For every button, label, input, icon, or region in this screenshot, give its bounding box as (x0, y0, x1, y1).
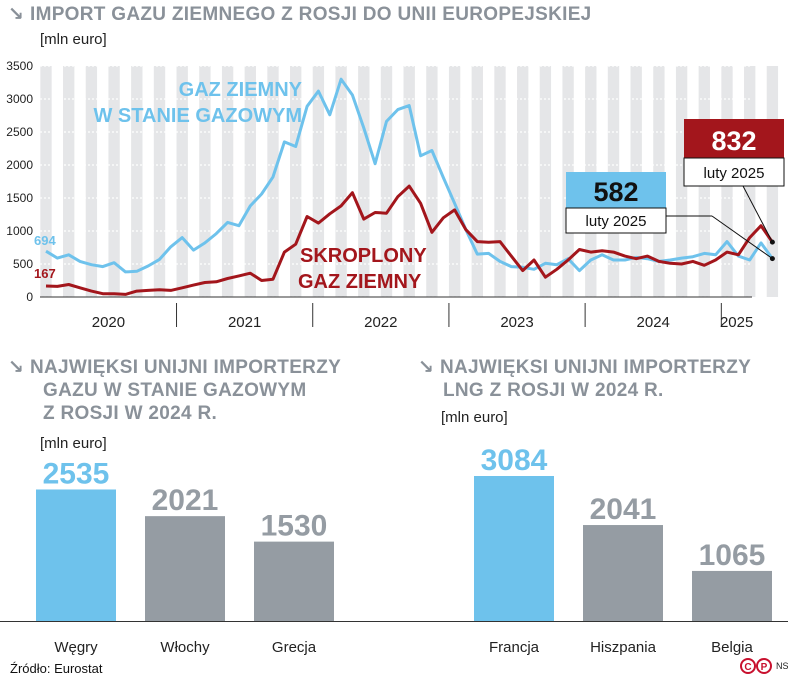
bar-category-label: Hiszpania (590, 639, 657, 656)
bar-value-label: 1530 (261, 510, 328, 543)
callout-box-gas (566, 172, 666, 208)
bar-value-label: 2041 (590, 493, 657, 526)
month-stripe (471, 66, 483, 297)
bar-category-label: Francja (489, 639, 540, 656)
callout-leader-lng (742, 185, 773, 243)
bar-category-label: Belgia (711, 639, 753, 656)
month-stripe (221, 66, 234, 297)
series-name-lng-line-1: SKROPLONY (300, 245, 427, 267)
series-line-lng (45, 184, 774, 296)
x-year-label: 2021 (228, 314, 261, 331)
y-tick-label: 500 (13, 257, 33, 271)
bar-chart-lng: 3084 Francja 2041 Hiszpania 1065 Belgia (400, 444, 788, 656)
left-unit-label: [mln euro] (40, 435, 107, 452)
right-title-line-1: NAJWIĘKSI UNIJNI IMPORTERZY (440, 357, 752, 378)
month-stripe (403, 66, 415, 297)
month-stripe (63, 66, 75, 297)
month-stripe (153, 66, 166, 297)
month-stripe (85, 66, 98, 297)
bar-węgry (36, 489, 116, 621)
bar-francja (474, 476, 554, 621)
left-panel-title: ↘ NAJWIĘKSI UNIJNI IMPORTERZY GAZU W STAN… (8, 356, 341, 425)
right-unit-label: [mln euro] (441, 409, 508, 426)
x-year-label: 2020 (92, 314, 125, 331)
month-stripe (448, 66, 461, 297)
left-title-line-1: NAJWIĘKSI UNIJNI IMPORTERZY (30, 357, 342, 378)
copyright-logo-icon: C P (740, 658, 772, 674)
month-stripe (176, 66, 188, 297)
callout-value-gas: 582 (593, 177, 638, 207)
start-value-gas: 694 (34, 233, 56, 248)
month-stripe (131, 66, 143, 297)
callout-date-box-lng (683, 157, 785, 187)
svg-text:C: C (744, 662, 751, 673)
x-year-label: 2024 (637, 314, 670, 331)
series-line-gas (45, 77, 774, 274)
callout-value-lng: 832 (711, 126, 756, 156)
y-tick-label: 2000 (6, 158, 33, 172)
y-tick-label: 2500 (6, 125, 33, 139)
source-note: Źródło: Eurostat (10, 661, 103, 676)
left-title-line-2: GAZU W STANIE GAZOWYM (43, 380, 307, 401)
credit-logo: C P NS (740, 657, 788, 675)
main-title-text: IMPORT GAZU ZIEMNEGO Z ROSJI DO UNII EUR… (30, 4, 592, 25)
callout-date-gas: luty 2025 (586, 213, 647, 230)
y-tick-label: 0 (26, 290, 33, 304)
arrow-down-right-icon: ↘ (8, 357, 25, 378)
right-panel-title: ↘ NAJWIĘKSI UNIJNI IMPORTERZY LNG Z ROSJI… (418, 356, 751, 402)
right-title-line-2: LNG Z ROSJI W 2024 R. (443, 380, 664, 401)
bar-value-label: 2535 (43, 457, 110, 490)
month-stripe (675, 66, 688, 297)
bar-hiszpania (583, 525, 663, 621)
series-name-gas-line-1: GAZ ZIEMNY (179, 79, 303, 101)
callout-box-lng (684, 119, 784, 158)
bar-grecja (254, 541, 334, 621)
month-stripe (267, 66, 279, 297)
bar-value-label: 2021 (152, 484, 219, 517)
y-tick-label: 1500 (6, 191, 33, 205)
callout-date-box-gas (565, 207, 667, 234)
bar-chart-gas: 2535 Węgry 2021 Włochy 1530 Grecja (0, 457, 400, 656)
month-stripe (380, 66, 393, 297)
month-stripe (494, 66, 506, 297)
bar-value-label: 3084 (481, 444, 548, 477)
bar-belgia (692, 570, 772, 621)
month-stripe (539, 66, 552, 297)
bar-value-label: 1065 (699, 539, 766, 572)
month-stripe (312, 66, 325, 297)
month-stripe (358, 66, 370, 297)
line-chart: 0 500 1000 1500 2000 2500 3000 3500 2020 2021 2022… (6, 59, 785, 331)
month-stripe (40, 66, 52, 297)
series-name-gas-line-2: W STANIE GAZOWYM (94, 105, 303, 127)
x-year-label: 2025 (720, 314, 753, 331)
y-tick-label: 1000 (6, 224, 33, 238)
month-stripe (335, 66, 347, 297)
start-value-lng: 167 (34, 266, 56, 281)
callout-date-lng: luty 2025 (704, 165, 765, 182)
month-stripe (108, 66, 120, 297)
month-stripe (517, 66, 529, 297)
series-name-lng-line-2: GAZ ZIEMNY (298, 271, 422, 293)
main-unit-label: [mln euro] (40, 31, 107, 48)
month-stripe (290, 66, 302, 297)
bar-category-label: Grecja (272, 639, 317, 656)
bar-category-label: Węgry (54, 639, 98, 656)
svg-text:P: P (761, 662, 768, 673)
month-stripe (244, 66, 256, 297)
month-stripe (426, 66, 438, 297)
arrow-down-right-icon: ↘ (8, 4, 25, 25)
callout-leader-gas (711, 215, 773, 259)
credit-initials: NS (776, 661, 788, 671)
month-stripe (199, 66, 211, 297)
y-tick-label: 3500 (6, 59, 33, 73)
left-title-line-3: Z ROSJI W 2024 R. (43, 403, 218, 424)
x-year-label: 2022 (364, 314, 397, 331)
x-year-label: 2023 (500, 314, 533, 331)
bar-włochy (145, 516, 225, 621)
arrow-down-right-icon: ↘ (418, 357, 435, 378)
y-tick-label: 3000 (6, 92, 33, 106)
main-title: ↘ IMPORT GAZU ZIEMNEGO Z ROSJI DO UNII EU… (8, 3, 592, 26)
bar-category-label: Włochy (160, 639, 210, 656)
